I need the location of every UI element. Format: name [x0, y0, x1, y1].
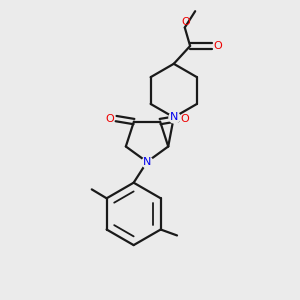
Text: N: N — [169, 112, 178, 122]
Text: O: O — [180, 114, 189, 124]
Text: O: O — [214, 41, 222, 51]
Text: O: O — [182, 17, 190, 27]
Text: O: O — [105, 114, 114, 124]
Text: N: N — [143, 157, 151, 167]
